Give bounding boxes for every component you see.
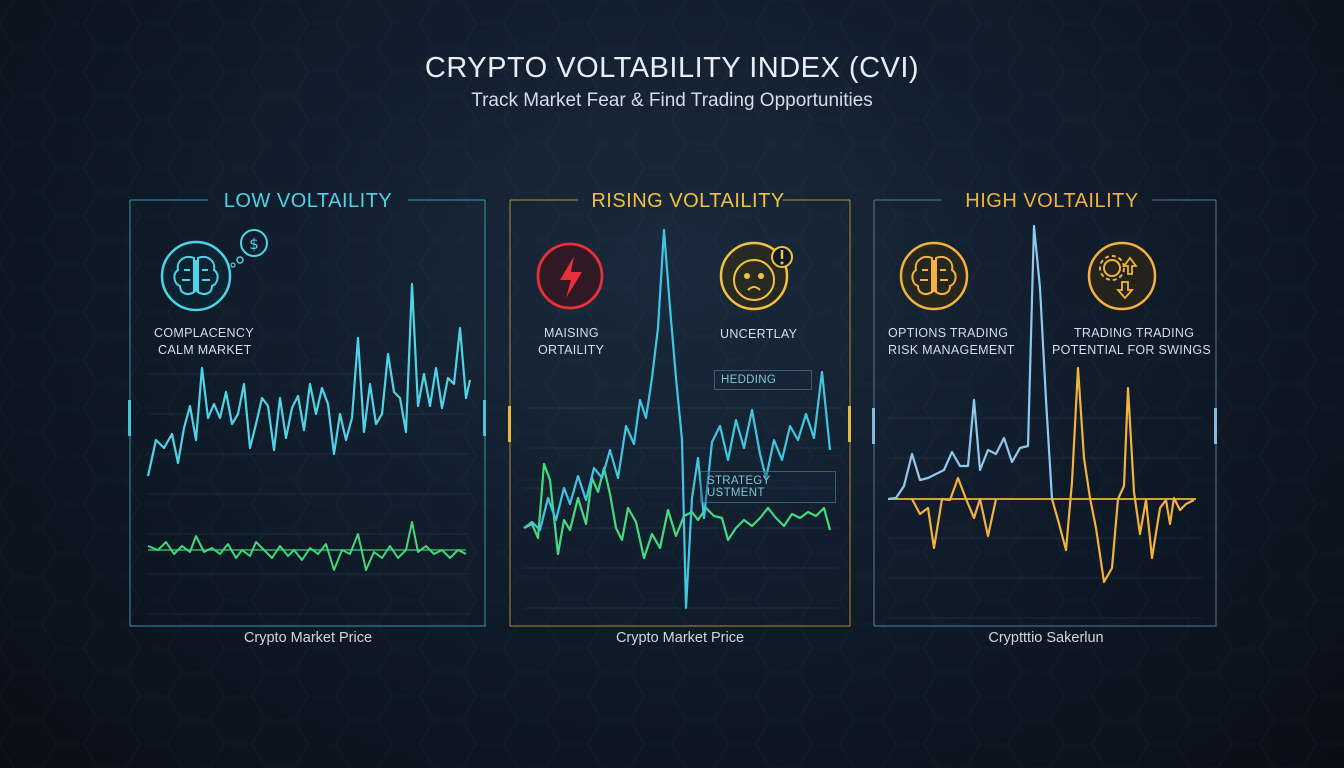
panel-frame: $ bbox=[128, 199, 486, 627]
high-secondary-line bbox=[1050, 366, 1195, 584]
label-complacency: COMPLACENCY bbox=[154, 326, 254, 340]
low-main-line bbox=[146, 282, 472, 477]
label-options-trading: OPTIONS TRADING bbox=[888, 326, 1009, 340]
gears-arrows-icon bbox=[1087, 241, 1157, 311]
label-calm-market: CALM MARKET bbox=[158, 343, 252, 357]
lightning-icon bbox=[536, 242, 604, 310]
panel-low-volatility: $ LOW VOLTAILITY COMPLACENCY CALM MARKET bbox=[128, 178, 488, 628]
rising-main-line bbox=[523, 228, 832, 610]
dollar-bubble-icon: $ bbox=[230, 229, 268, 268]
caption-low: Crypto Market Price bbox=[243, 630, 373, 646]
brain-icon bbox=[899, 241, 969, 311]
worried-face-icon bbox=[719, 241, 793, 311]
label-uncertlay: UNCERTLAY bbox=[720, 327, 798, 341]
label-potential-for-swings: POTENTIAL FOR SWINGS bbox=[1052, 343, 1212, 357]
panel-frame bbox=[508, 199, 851, 627]
rising-secondary-line bbox=[523, 462, 832, 560]
svg-text:$: $ bbox=[249, 235, 259, 253]
panel-title: RISING VOLTAILITY bbox=[591, 190, 785, 212]
high-left-dip-line bbox=[911, 476, 998, 550]
label-risk-management: RISK MANAGEMENT bbox=[888, 343, 1015, 357]
label-trading-trading: TRADING TRADING bbox=[1074, 326, 1195, 340]
brain-icon bbox=[160, 240, 232, 312]
label-maising: MAISING bbox=[544, 326, 599, 340]
low-secondary-line bbox=[147, 521, 467, 571]
panel-rising-volatility: RISING VOLTAILITY MAISING ORTAILITY UNCE… bbox=[508, 178, 868, 628]
page-subtitle: Track Market Fear & Find Trading Opportu… bbox=[471, 90, 873, 111]
panel-title: LOW VOLTAILITY bbox=[223, 190, 393, 212]
page-title: CRYPTO VOLTABILITY INDEX (CVI) bbox=[424, 52, 920, 84]
label-ortaility: ORTAILITY bbox=[538, 343, 605, 357]
panel-title: HIGH VOLTAILITY bbox=[965, 190, 1139, 212]
panel-high-volatility: HIGH VOLTAILITY OPTIONS TRADING RISK MAN… bbox=[872, 178, 1232, 628]
caption-high: Cryptttio Sakerlun bbox=[988, 630, 1104, 646]
tag-strategy-adjustment: STRATEGY USTMENT bbox=[700, 471, 836, 503]
tag-hedding: HEDDING bbox=[714, 370, 812, 390]
panel-frame bbox=[872, 199, 1217, 627]
high-main-line bbox=[887, 224, 1054, 501]
caption-rising: Crypto Market Price bbox=[615, 630, 745, 646]
